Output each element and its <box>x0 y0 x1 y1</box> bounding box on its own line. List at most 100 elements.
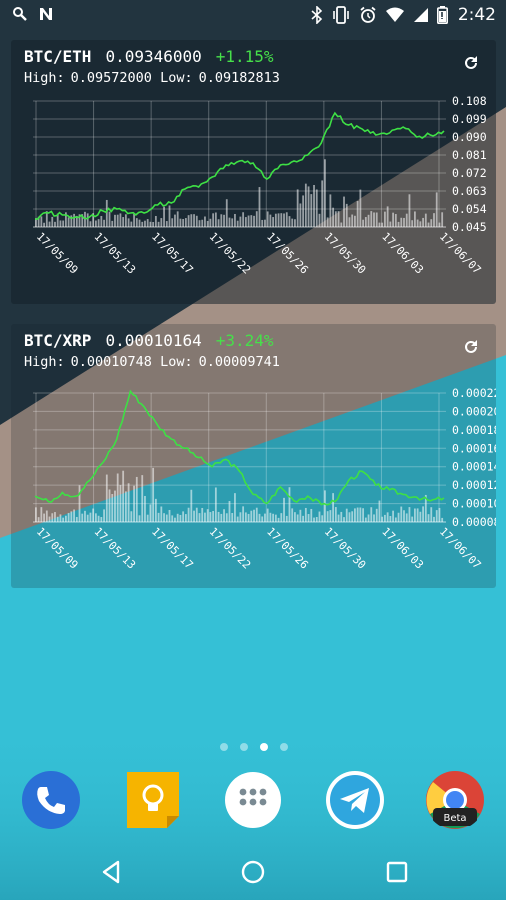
y-tick-label: 0.054 <box>452 202 487 216</box>
volume-bars <box>35 159 444 227</box>
volume-bar <box>51 216 54 227</box>
volume-bar <box>424 494 427 522</box>
volume-bar <box>354 508 356 522</box>
volume-bar <box>378 222 381 227</box>
volume-bar <box>441 517 444 522</box>
page-dot-active[interactable] <box>260 743 268 751</box>
app-drawer-icon[interactable] <box>223 770 283 830</box>
status-bar: 2:42 <box>0 0 506 32</box>
chrome-beta-app-icon[interactable]: Beta <box>425 770 485 830</box>
volume-bar <box>370 211 373 227</box>
volume-bar <box>397 221 400 227</box>
volume-bar <box>111 220 114 227</box>
volume-bar <box>78 214 81 227</box>
volume-bar <box>40 507 43 522</box>
volume-bar <box>103 219 105 227</box>
btc-xrp-widget[interactable]: 0.00022 0.00020 0.00018 0.00016 0.00014 0.000… <box>11 324 496 588</box>
volume-bar <box>217 511 220 522</box>
volume-bar <box>116 473 119 522</box>
volume-bar <box>59 514 62 522</box>
high-value: 0.00010748 <box>70 354 152 370</box>
volume-bar <box>94 513 97 522</box>
volume-bar <box>43 513 45 522</box>
volume-bar <box>384 211 386 227</box>
volume-bar <box>435 510 438 522</box>
page-dot[interactable] <box>280 743 288 751</box>
keep-app-icon[interactable] <box>123 770 183 830</box>
x-tick-label: 17/05/26 <box>264 525 311 572</box>
price-chart: 0.108 0.099 0.090 0.081 0.072 0.063 0.054 0.045… <box>33 94 487 277</box>
btc-eth-widget[interactable]: 0.108 0.099 0.090 0.081 0.072 0.063 0.054 0.045… <box>11 40 496 304</box>
volume-bar <box>258 187 261 227</box>
clock: 2:42 <box>457 5 496 25</box>
volume-bar <box>408 507 411 522</box>
volume-bar <box>242 506 245 522</box>
x-tick-label: 17/05/09 <box>34 525 81 572</box>
volume-bar <box>403 510 405 522</box>
search-icon <box>13 7 27 21</box>
volume-bar <box>214 487 217 522</box>
volume-bar <box>81 214 84 227</box>
volume-bar <box>313 517 315 522</box>
volume-bar <box>364 517 367 522</box>
page-dot[interactable] <box>240 743 248 751</box>
home-button[interactable] <box>239 858 267 886</box>
refresh-icon[interactable] <box>462 54 480 72</box>
volume-bar <box>124 491 127 522</box>
bluetooth-icon <box>311 6 322 24</box>
telegram-app-icon[interactable] <box>325 770 385 830</box>
volume-bar <box>394 517 397 522</box>
y-tick-label: 0.00020 <box>452 404 496 418</box>
volume-bar <box>163 206 165 227</box>
volume-bar <box>97 219 100 227</box>
volume-bar <box>288 216 291 227</box>
volume-bar <box>217 219 220 227</box>
phone-app-icon[interactable] <box>21 770 81 830</box>
volume-bar <box>190 214 193 227</box>
volume-bar <box>100 215 103 227</box>
volume-bar <box>171 218 174 227</box>
recents-button[interactable] <box>383 858 411 886</box>
volume-bar <box>294 219 296 227</box>
volume-bar <box>403 217 405 227</box>
volume-bar <box>296 514 299 522</box>
volume-bar <box>343 196 345 227</box>
price-line <box>34 389 445 506</box>
volume-bar <box>43 222 45 227</box>
volume-bar <box>400 506 403 522</box>
volume-bar <box>326 511 329 522</box>
back-button[interactable] <box>98 858 126 886</box>
volume-bar <box>373 212 375 227</box>
page-dot[interactable] <box>220 743 228 751</box>
low-value: 0.00009741 <box>198 354 280 370</box>
volume-bar <box>419 511 422 522</box>
chart-grid <box>33 100 446 228</box>
volume-bar <box>414 508 416 522</box>
volume-bar <box>356 507 359 522</box>
refresh-icon[interactable] <box>462 338 480 356</box>
volume-bar <box>209 218 212 227</box>
volume-bar <box>324 490 326 522</box>
volume-bar <box>133 485 135 522</box>
volume-bar <box>359 507 362 522</box>
volume-bar <box>152 467 155 522</box>
volume-bar <box>234 213 236 227</box>
volume-bar <box>310 508 313 522</box>
volume-bar <box>193 510 195 522</box>
volume-bar <box>160 506 163 522</box>
volume-bar <box>92 213 95 227</box>
volume-bar <box>160 218 163 227</box>
volume-bar <box>168 205 171 227</box>
volume-bar <box>272 217 275 227</box>
volume-bar <box>416 219 419 227</box>
volume-bar <box>392 510 394 522</box>
volume-bar <box>283 213 285 227</box>
volume-bar <box>438 507 441 522</box>
y-tick-label: 0.090 <box>452 130 487 144</box>
low-label: Low: <box>160 70 193 86</box>
volume-bar <box>231 512 234 522</box>
volume-bar <box>133 214 135 227</box>
volume-bar <box>266 508 269 522</box>
volume-bar <box>195 507 198 522</box>
x-tick-label: 17/06/07 <box>437 525 484 572</box>
